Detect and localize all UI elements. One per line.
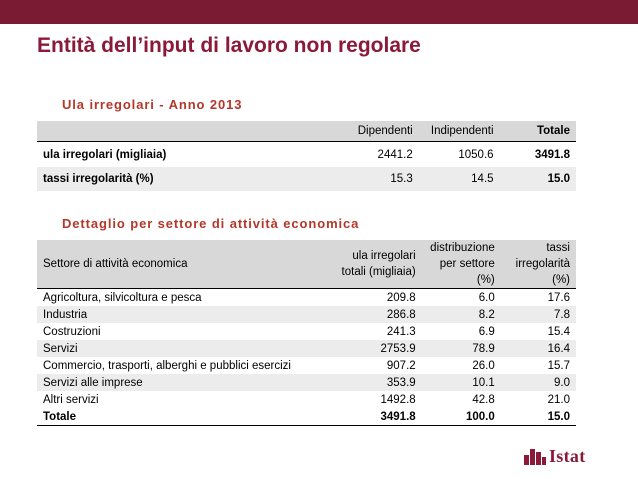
cell-value: 15.0	[499, 167, 576, 191]
cell-value: 15.7	[500, 357, 576, 374]
row-label: Commercio, trasporti, alberghi e pubblic…	[37, 357, 308, 374]
table-row: Altri servizi 1492.8 42.8 21.0	[37, 391, 576, 408]
cell-value: 1050.6	[418, 141, 500, 167]
row-label: tassi irregolarità (%)	[37, 167, 293, 191]
header-line: distribuzione	[430, 242, 495, 254]
header-line: tassi	[546, 242, 570, 254]
cell-value: 16.4	[500, 340, 576, 357]
header-cell-empty	[37, 121, 293, 142]
table-row: ula irregolari (migliaia) 2441.2 1050.6 …	[37, 141, 576, 167]
cell-value: 2753.9	[307, 340, 422, 357]
header-totale: Totale	[499, 121, 576, 142]
header-distribuzione: distribuzione per settore (%)	[421, 240, 501, 289]
cell-value: 17.6	[500, 288, 576, 306]
header-ula-irregolari: ula irregolari totali (migliaia)	[307, 240, 422, 289]
row-label: Agricoltura, silvicoltura e pesca	[37, 288, 308, 306]
istat-logo-icon	[524, 449, 546, 465]
total-row: Totale 3491.8 100.0 15.0	[37, 408, 576, 426]
row-label: ula irregolari (migliaia)	[37, 141, 293, 167]
cell-value: 1492.8	[307, 391, 422, 408]
page-title: Entità dell’input di lavoro non regolare	[37, 34, 421, 57]
table-row: Commercio, trasporti, alberghi e pubblic…	[37, 357, 576, 374]
table-row: Servizi alle imprese 353.9 10.1 9.0	[37, 374, 576, 391]
logo-text: Istat	[549, 445, 586, 466]
cell-value: 3491.8	[307, 408, 422, 426]
table-row: Industria 286.8 8.2 7.8	[37, 306, 576, 323]
cell-value: 209.8	[307, 288, 422, 306]
cell-value: 15.3	[292, 167, 419, 191]
table-header-row: Settore di attività economica ula irrego…	[37, 240, 576, 289]
cell-value: 14.5	[418, 167, 500, 191]
header-line: ula irregolari	[352, 250, 416, 262]
header-dipendenti: Dipendenti	[292, 121, 419, 142]
istat-logo: Istat	[524, 445, 586, 467]
cell-value: 286.8	[307, 306, 422, 323]
cell-value: 21.0	[500, 391, 576, 408]
cell-value: 10.1	[421, 374, 501, 391]
cell-value: 100.0	[421, 408, 501, 426]
section-title-ula: Ula irregolari - Anno 2013	[62, 97, 243, 112]
header-settore: Settore di attività economica	[37, 240, 308, 289]
cell-value: 241.3	[307, 323, 422, 340]
header-line: per settore	[439, 258, 495, 270]
table-row: Agricoltura, silvicoltura e pesca 209.8 …	[37, 288, 576, 306]
section-title-settore: Dettaglio per settore di attività econom…	[62, 216, 360, 231]
header-tassi: tassi irregolarità (%)	[500, 240, 576, 289]
row-label: Servizi	[37, 340, 308, 357]
cell-value: 26.0	[421, 357, 501, 374]
cell-value: 3491.8	[499, 141, 576, 167]
row-label: Costruzioni	[37, 323, 308, 340]
sector-detail-table: Settore di attività economica ula irrego…	[37, 240, 576, 426]
cell-value: 6.0	[421, 288, 501, 306]
cell-value: 9.0	[500, 374, 576, 391]
header-indipendenti: Indipendenti	[418, 121, 500, 142]
row-label: Altri servizi	[37, 391, 308, 408]
ula-summary-table: Dipendenti Indipendenti Totale ula irreg…	[37, 121, 576, 191]
cell-value: 6.9	[421, 323, 501, 340]
header-line: (%)	[476, 274, 495, 286]
table-row: Servizi 2753.9 78.9 16.4	[37, 340, 576, 357]
header-line: irregolarità	[515, 258, 570, 270]
cell-value: 353.9	[307, 374, 422, 391]
row-label: Servizi alle imprese	[37, 374, 308, 391]
header-line: (%)	[552, 274, 570, 286]
table-row: tassi irregolarità (%) 15.3 14.5 15.0	[37, 167, 576, 191]
cell-value: 15.4	[500, 323, 576, 340]
table-row: Costruzioni 241.3 6.9 15.4	[37, 323, 576, 340]
cell-value: 15.0	[500, 408, 576, 426]
cell-value: 7.8	[500, 306, 576, 323]
top-banner	[0, 0, 638, 24]
table-header-row: Dipendenti Indipendenti Totale	[37, 121, 576, 142]
cell-value: 2441.2	[292, 141, 419, 167]
row-label: Totale	[37, 408, 308, 426]
cell-value: 78.9	[421, 340, 501, 357]
cell-value: 42.8	[421, 391, 501, 408]
header-line: totali (migliaia)	[341, 266, 416, 278]
row-label: Industria	[37, 306, 308, 323]
cell-value: 8.2	[421, 306, 501, 323]
cell-value: 907.2	[307, 357, 422, 374]
